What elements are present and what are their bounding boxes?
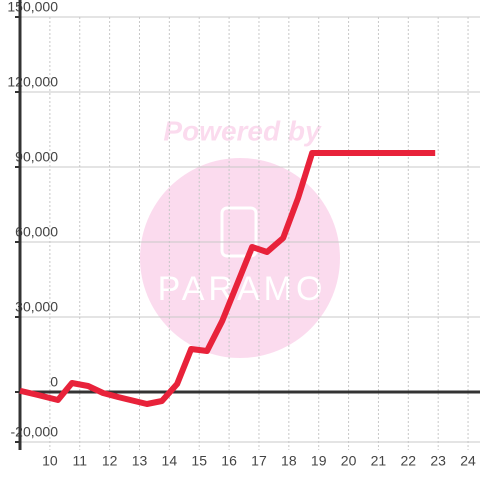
x-tick-label: 15 [191,453,207,469]
x-tick-label: 12 [102,453,118,469]
x-tick-label: 16 [221,453,237,469]
watermark: Powered by PARAMO [140,115,340,358]
y-tick-label: -20,000 [11,424,59,440]
y-tick-label: 30,000 [15,299,58,315]
y-tick-label: 90,000 [15,149,58,165]
x-tick-label: 11 [72,453,87,469]
x-tick-label: 17 [251,453,267,469]
y-tick-label: 0 [50,374,58,390]
x-tick-label: 10 [42,453,58,469]
x-tick-label: 21 [371,453,387,469]
x-tick-label: 22 [401,453,417,469]
x-tick-label: 20 [341,453,357,469]
y-tick-label: 150,000 [7,0,58,15]
x-tick-label: 18 [281,453,297,469]
y-tick-label: 60,000 [15,224,58,240]
x-tick-label: 14 [162,453,178,469]
watermark-text: Powered by [163,115,322,146]
x-tick-label: 23 [430,453,446,469]
x-tick-label: 24 [460,453,476,469]
y-tick-label: 120,000 [7,74,58,90]
watermark-icon [220,206,258,258]
data-line [19,150,436,407]
x-tick-label: 13 [132,453,148,469]
watermark-circle [140,158,340,358]
x-tick-label: 19 [311,453,327,469]
